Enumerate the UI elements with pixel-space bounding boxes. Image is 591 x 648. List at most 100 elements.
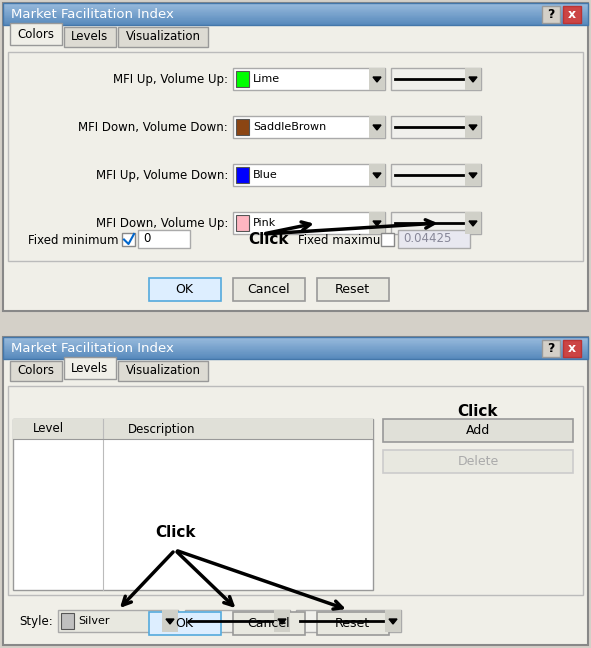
Text: Lime: Lime <box>253 74 280 84</box>
FancyBboxPatch shape <box>8 386 583 595</box>
FancyBboxPatch shape <box>385 610 401 632</box>
Text: Levels: Levels <box>72 362 109 375</box>
Polygon shape <box>469 77 477 82</box>
Text: Blue: Blue <box>253 170 278 180</box>
FancyBboxPatch shape <box>185 610 290 632</box>
Text: Silver: Silver <box>78 616 109 626</box>
Text: OK: OK <box>176 283 193 296</box>
FancyBboxPatch shape <box>465 68 481 90</box>
FancyBboxPatch shape <box>465 116 481 138</box>
Text: Visualization: Visualization <box>125 30 200 43</box>
Polygon shape <box>469 221 477 226</box>
FancyBboxPatch shape <box>58 610 178 632</box>
FancyBboxPatch shape <box>369 164 385 186</box>
FancyBboxPatch shape <box>232 278 304 301</box>
FancyBboxPatch shape <box>391 68 481 90</box>
Text: MFI Up, Volume Down:: MFI Up, Volume Down: <box>96 170 228 183</box>
FancyBboxPatch shape <box>233 212 385 234</box>
Polygon shape <box>373 221 381 226</box>
FancyBboxPatch shape <box>317 612 388 635</box>
Text: Colors: Colors <box>18 27 54 40</box>
FancyBboxPatch shape <box>236 71 249 87</box>
FancyBboxPatch shape <box>233 116 385 138</box>
Text: Cancel: Cancel <box>247 617 290 630</box>
FancyBboxPatch shape <box>383 450 573 473</box>
FancyBboxPatch shape <box>542 340 560 357</box>
FancyBboxPatch shape <box>563 340 581 357</box>
FancyBboxPatch shape <box>8 52 583 261</box>
Text: MFI Down, Volume Up:: MFI Down, Volume Up: <box>96 218 228 231</box>
Polygon shape <box>389 619 397 624</box>
FancyBboxPatch shape <box>233 68 385 90</box>
FancyBboxPatch shape <box>118 361 208 381</box>
Text: Pink: Pink <box>253 218 276 228</box>
Polygon shape <box>373 125 381 130</box>
Text: Visualization: Visualization <box>125 364 200 378</box>
FancyBboxPatch shape <box>236 167 249 183</box>
FancyBboxPatch shape <box>391 212 481 234</box>
FancyBboxPatch shape <box>296 610 401 632</box>
FancyBboxPatch shape <box>369 68 385 90</box>
Text: Colors: Colors <box>18 364 54 378</box>
FancyBboxPatch shape <box>391 164 481 186</box>
FancyBboxPatch shape <box>3 3 588 311</box>
FancyBboxPatch shape <box>236 215 249 231</box>
FancyBboxPatch shape <box>122 233 135 246</box>
FancyBboxPatch shape <box>118 27 208 47</box>
Polygon shape <box>469 173 477 178</box>
Polygon shape <box>373 77 381 82</box>
FancyBboxPatch shape <box>317 278 388 301</box>
FancyBboxPatch shape <box>162 610 178 632</box>
Text: Click: Click <box>155 525 195 540</box>
Text: SaddleBrown: SaddleBrown <box>253 122 326 132</box>
FancyBboxPatch shape <box>542 6 560 23</box>
Text: Fixed maximum: Fixed maximum <box>298 233 392 246</box>
Text: Levels: Levels <box>72 30 109 43</box>
FancyBboxPatch shape <box>148 278 220 301</box>
Text: Click: Click <box>458 404 498 419</box>
Text: 0: 0 <box>143 233 150 246</box>
FancyBboxPatch shape <box>391 116 481 138</box>
FancyBboxPatch shape <box>3 337 588 645</box>
Text: Reset: Reset <box>335 617 370 630</box>
Text: x: x <box>568 8 576 21</box>
FancyBboxPatch shape <box>369 212 385 234</box>
Text: Reset: Reset <box>335 283 370 296</box>
Text: MFI Up, Volume Up:: MFI Up, Volume Up: <box>113 73 228 86</box>
Polygon shape <box>278 619 286 624</box>
FancyBboxPatch shape <box>64 357 116 379</box>
Text: Click: Click <box>248 233 288 248</box>
Text: MFI Down, Volume Down:: MFI Down, Volume Down: <box>78 122 228 135</box>
FancyBboxPatch shape <box>369 116 385 138</box>
FancyBboxPatch shape <box>61 613 74 629</box>
Text: Market Facilitation Index: Market Facilitation Index <box>11 341 174 354</box>
FancyBboxPatch shape <box>381 233 394 246</box>
FancyBboxPatch shape <box>398 230 470 248</box>
Polygon shape <box>469 125 477 130</box>
FancyBboxPatch shape <box>10 23 62 45</box>
Polygon shape <box>373 173 381 178</box>
Text: Market Facilitation Index: Market Facilitation Index <box>11 8 174 21</box>
FancyBboxPatch shape <box>383 419 573 442</box>
Text: 0.04425: 0.04425 <box>403 233 452 246</box>
Text: Delete: Delete <box>457 455 499 468</box>
FancyBboxPatch shape <box>233 164 385 186</box>
Polygon shape <box>166 619 174 624</box>
Text: Add: Add <box>466 424 490 437</box>
Text: OK: OK <box>176 617 193 630</box>
FancyBboxPatch shape <box>13 419 373 590</box>
FancyBboxPatch shape <box>148 612 220 635</box>
FancyBboxPatch shape <box>10 361 62 381</box>
Text: Level: Level <box>33 422 64 435</box>
FancyBboxPatch shape <box>13 419 373 439</box>
Text: ?: ? <box>547 8 555 21</box>
Text: x: x <box>568 341 576 354</box>
FancyBboxPatch shape <box>236 119 249 135</box>
Text: Style:: Style: <box>20 616 53 629</box>
Text: Cancel: Cancel <box>247 283 290 296</box>
Text: Fixed minimum: Fixed minimum <box>28 233 118 246</box>
FancyBboxPatch shape <box>465 212 481 234</box>
FancyBboxPatch shape <box>563 6 581 23</box>
FancyBboxPatch shape <box>465 164 481 186</box>
FancyBboxPatch shape <box>64 27 116 47</box>
